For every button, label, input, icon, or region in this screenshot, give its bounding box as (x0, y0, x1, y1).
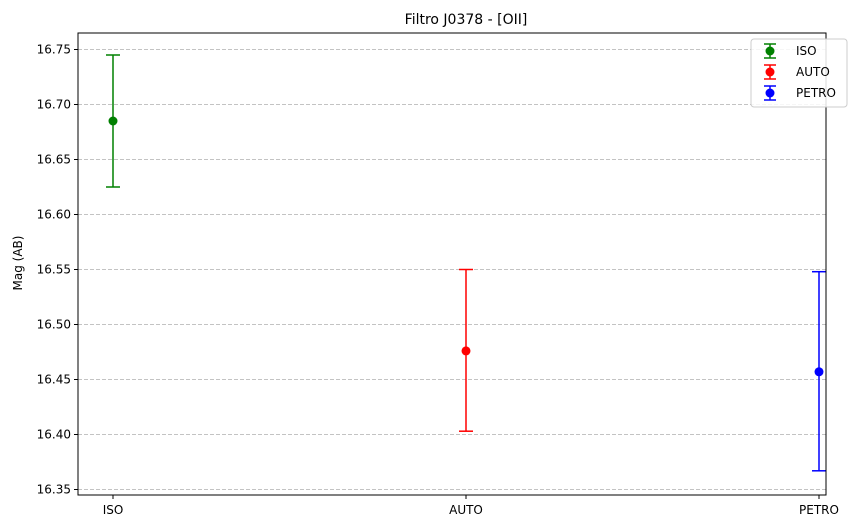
y-tick-label: 16.35 (37, 483, 71, 497)
x-tick-label: AUTO (449, 503, 483, 517)
legend-marker-auto (765, 67, 775, 77)
point-auto (461, 346, 471, 356)
legend: ISO AUTO PETRO (750, 38, 848, 108)
x-tick-label: ISO (103, 503, 124, 517)
y-tick-label: 16.60 (37, 208, 71, 222)
y-tick-label: 16.55 (37, 263, 71, 277)
plot-area-frame (77, 32, 827, 496)
x-tick-label: PETRO (799, 503, 839, 517)
legend-label-petro: PETRO (796, 86, 836, 100)
x-axis-ticks: ISO AUTO PETRO (103, 495, 839, 517)
legend-box (750, 38, 848, 108)
y-tick-label: 16.65 (37, 153, 71, 167)
y-tick-label: 16.45 (37, 373, 71, 387)
point-iso (108, 116, 118, 126)
legend-label-iso: ISO (796, 44, 817, 58)
grid-lines (78, 49, 826, 490)
data-marks (106, 54, 826, 472)
y-tick-label: 16.75 (37, 43, 71, 57)
chart-title: Filtro J0378 - [OII] (405, 12, 528, 28)
y-tick-label: 16.70 (37, 98, 71, 112)
legend-label-auto: AUTO (796, 65, 830, 79)
y-tick-label: 16.50 (37, 318, 71, 332)
y-axis-label: Mag (AB) (11, 236, 25, 291)
legend-marker-iso (765, 46, 775, 56)
legend-marker-petro (765, 88, 775, 98)
point-petro (814, 367, 824, 377)
y-tick-label: 16.40 (37, 428, 71, 442)
y-axis-ticks: 16.35 16.40 16.45 16.50 16.55 16.60 16.65 16.70… (37, 43, 78, 497)
